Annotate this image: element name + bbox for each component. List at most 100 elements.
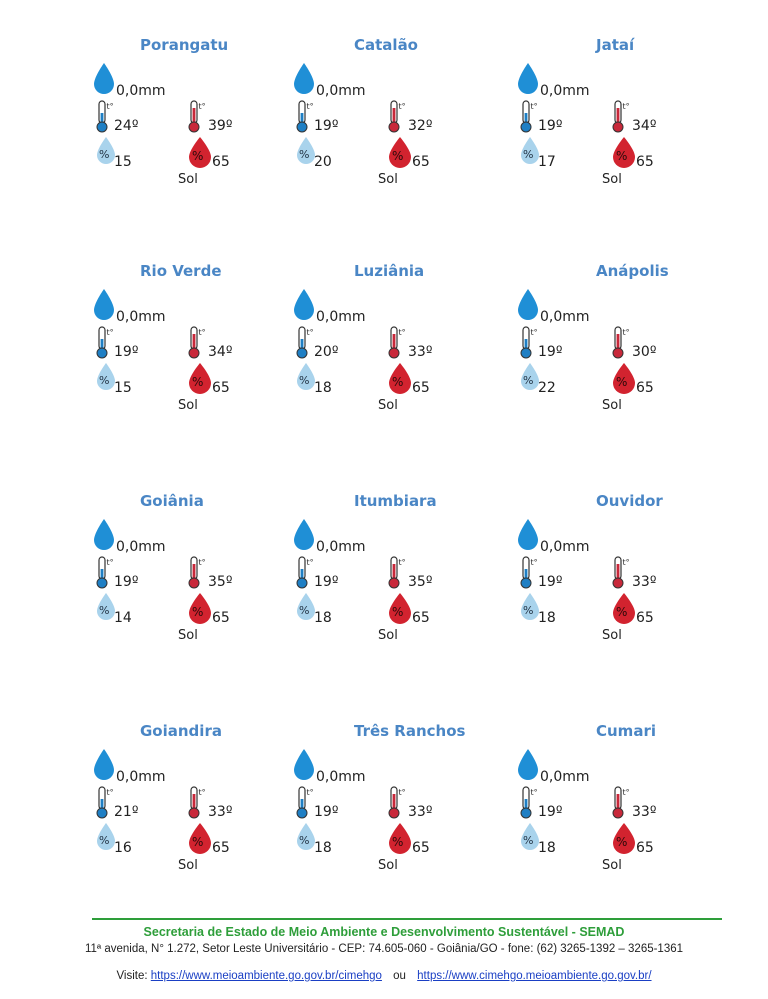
svg-text:%: %: [523, 374, 533, 387]
weather-condition: Sol: [178, 398, 198, 413]
rainfall-value: 0,0mm: [316, 309, 366, 325]
city-forecast-card: Catalão 0,0mm t° 19º t° 32º % 20 % 65: [292, 36, 492, 206]
city-name: Goiandira: [140, 722, 222, 740]
city-name: Itumbiara: [354, 492, 437, 510]
svg-text:t°: t°: [531, 788, 538, 797]
svg-text:t°: t°: [107, 788, 114, 797]
footer-address: 11ª avenida, N° 1.272, Setor Leste Unive…: [84, 943, 684, 955]
temperature-min-value: 21º: [114, 804, 139, 820]
thermometer-hot-icon: t°: [612, 556, 630, 589]
thermometer-cold-icon: t°: [520, 786, 538, 819]
rain-drop-icon: [94, 63, 114, 94]
humidity-high-icon: %: [613, 363, 635, 394]
humidity-high-icon: %: [389, 363, 411, 394]
svg-text:t°: t°: [399, 558, 406, 567]
city-forecast-card: Luziânia 0,0mm t° 20º t° 33º % 18 % 65: [292, 262, 492, 432]
temperature-min-value: 24º: [114, 118, 139, 134]
svg-text:%: %: [392, 605, 403, 619]
rainfall-value: 0,0mm: [116, 83, 166, 99]
svg-text:%: %: [99, 148, 109, 161]
svg-text:t°: t°: [307, 788, 314, 797]
weather-condition: Sol: [602, 172, 622, 187]
humidity-max-value: 65: [412, 610, 430, 626]
thermometer-cold-icon: t°: [96, 326, 114, 359]
svg-text:t°: t°: [623, 328, 630, 337]
svg-text:t°: t°: [307, 328, 314, 337]
thermometer-hot-icon: t°: [612, 786, 630, 819]
thermometer-hot-icon: t°: [388, 556, 406, 589]
temperature-max-value: 39º: [208, 118, 233, 134]
svg-text:%: %: [299, 148, 309, 161]
weather-condition: Sol: [378, 172, 398, 187]
thermometer-cold-icon: t°: [296, 556, 314, 589]
rain-drop-icon: [294, 519, 314, 550]
humidity-high-icon: %: [613, 137, 635, 168]
weather-condition: Sol: [178, 172, 198, 187]
rainfall-value: 0,0mm: [116, 309, 166, 325]
svg-text:t°: t°: [399, 102, 406, 111]
svg-text:t°: t°: [531, 558, 538, 567]
svg-text:t°: t°: [199, 558, 206, 567]
city-name: Jataí: [596, 36, 635, 54]
humidity-min-value: 18: [314, 840, 332, 856]
city-name: Catalão: [354, 36, 418, 54]
thermometer-cold-icon: t°: [520, 326, 538, 359]
rainfall-value: 0,0mm: [316, 539, 366, 555]
thermometer-cold-icon: t°: [296, 786, 314, 819]
temperature-max-value: 35º: [408, 574, 433, 590]
temperature-max-value: 32º: [408, 118, 433, 134]
humidity-high-icon: %: [189, 137, 211, 168]
thermometer-hot-icon: t°: [612, 326, 630, 359]
city-name: Ouvidor: [596, 492, 663, 510]
humidity-max-value: 65: [212, 154, 230, 170]
svg-text:t°: t°: [107, 102, 114, 111]
svg-text:t°: t°: [531, 102, 538, 111]
svg-text:t°: t°: [623, 788, 630, 797]
humidity-min-value: 17: [538, 154, 556, 170]
thermometer-hot-icon: t°: [612, 100, 630, 133]
cimehgo-portal-link[interactable]: https://www.cimehgo.meioambiente.go.gov.…: [417, 970, 652, 982]
footer-title: Secretaria de Estado de Meio Ambiente e …: [143, 925, 625, 939]
rainfall-value: 0,0mm: [540, 83, 590, 99]
thermometer-hot-icon: t°: [388, 326, 406, 359]
humidity-max-value: 65: [212, 610, 230, 626]
rainfall-value: 0,0mm: [116, 539, 166, 555]
cimehgo-link[interactable]: https://www.meioambiente.go.gov.br/cimeh…: [150, 970, 382, 982]
rain-drop-icon: [294, 749, 314, 780]
svg-text:%: %: [616, 375, 627, 389]
city-forecast-card: Goiandira 0,0mm t° 21º t° 33º % 16 % 65: [92, 722, 292, 892]
city-forecast-card: Rio Verde 0,0mm t° 19º t° 34º % 15 % 65: [92, 262, 292, 432]
humidity-high-icon: %: [189, 823, 211, 854]
humidity-min-value: 15: [114, 154, 132, 170]
humidity-min-value: 18: [314, 610, 332, 626]
city-forecast-card: Cumari 0,0mm t° 19º t° 33º % 18 % 65: [516, 722, 716, 892]
svg-text:t°: t°: [199, 102, 206, 111]
svg-text:t°: t°: [623, 558, 630, 567]
svg-text:%: %: [99, 604, 109, 617]
rain-drop-icon: [518, 289, 538, 320]
humidity-high-icon: %: [189, 593, 211, 624]
rainfall-value: 0,0mm: [116, 769, 166, 785]
rain-drop-icon: [294, 63, 314, 94]
svg-text:%: %: [392, 835, 403, 849]
svg-text:t°: t°: [531, 328, 538, 337]
rain-drop-icon: [518, 749, 538, 780]
humidity-high-icon: %: [389, 593, 411, 624]
humidity-low-icon: %: [297, 363, 315, 390]
svg-text:%: %: [616, 149, 627, 163]
humidity-high-icon: %: [389, 137, 411, 168]
temperature-min-value: 19º: [114, 574, 139, 590]
svg-text:%: %: [192, 375, 203, 389]
city-name: Porangatu: [140, 36, 229, 54]
svg-text:%: %: [299, 374, 309, 387]
svg-text:%: %: [99, 834, 109, 847]
weather-condition: Sol: [602, 628, 622, 643]
temperature-min-value: 19º: [314, 804, 339, 820]
weather-condition: Sol: [178, 628, 198, 643]
humidity-low-icon: %: [97, 823, 115, 850]
thermometer-cold-icon: t°: [96, 786, 114, 819]
temperature-max-value: 34º: [632, 118, 657, 134]
city-name: Cumari: [596, 722, 656, 740]
weather-condition: Sol: [378, 628, 398, 643]
weather-condition: Sol: [602, 858, 622, 873]
